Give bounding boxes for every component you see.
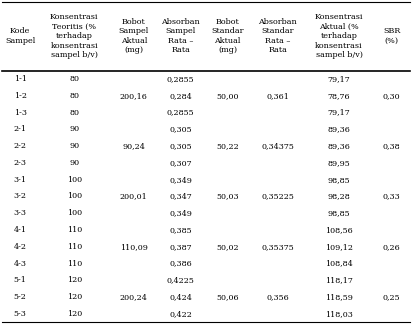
Text: 0,34375: 0,34375 bbox=[261, 142, 294, 150]
Text: 118,17: 118,17 bbox=[325, 276, 353, 284]
Text: 110: 110 bbox=[67, 260, 82, 268]
Text: 80: 80 bbox=[69, 109, 79, 117]
Text: 100: 100 bbox=[67, 209, 82, 217]
Text: 110: 110 bbox=[67, 226, 82, 234]
Text: 2-1: 2-1 bbox=[14, 125, 27, 133]
Text: 90: 90 bbox=[69, 142, 80, 150]
Text: 120: 120 bbox=[67, 310, 82, 318]
Text: 98,85: 98,85 bbox=[328, 176, 350, 184]
Text: 0,284: 0,284 bbox=[169, 92, 192, 100]
Text: 0,347: 0,347 bbox=[169, 192, 192, 201]
Text: 110: 110 bbox=[67, 243, 82, 251]
Text: 0,26: 0,26 bbox=[383, 243, 401, 251]
Text: 98,85: 98,85 bbox=[328, 209, 350, 217]
Text: 80: 80 bbox=[69, 75, 79, 83]
Text: 118,59: 118,59 bbox=[325, 293, 353, 301]
Text: Kode
Sampel: Kode Sampel bbox=[5, 27, 35, 45]
Text: 0,356: 0,356 bbox=[266, 293, 289, 301]
Text: 3-2: 3-2 bbox=[14, 192, 27, 201]
Text: 50,02: 50,02 bbox=[216, 243, 239, 251]
Text: 0,25: 0,25 bbox=[383, 293, 400, 301]
Text: 79,17: 79,17 bbox=[328, 109, 350, 117]
Text: 0,349: 0,349 bbox=[169, 176, 192, 184]
Text: 0,349: 0,349 bbox=[169, 209, 192, 217]
Text: 0,387: 0,387 bbox=[169, 243, 192, 251]
Text: 89,95: 89,95 bbox=[328, 159, 350, 167]
Text: 89,36: 89,36 bbox=[328, 125, 351, 133]
Text: 108,84: 108,84 bbox=[325, 260, 353, 268]
Text: Absorban
Sampel
Rata –
Rata: Absorban Sampel Rata – Rata bbox=[162, 18, 200, 54]
Text: 0,33: 0,33 bbox=[383, 192, 401, 201]
Text: 200,16: 200,16 bbox=[120, 92, 147, 100]
Text: 0,2855: 0,2855 bbox=[167, 75, 194, 83]
Text: 0,35225: 0,35225 bbox=[261, 192, 294, 201]
Text: 0,386: 0,386 bbox=[169, 260, 192, 268]
Text: 90: 90 bbox=[69, 125, 80, 133]
Text: 108,56: 108,56 bbox=[325, 226, 353, 234]
Text: SBR
(%): SBR (%) bbox=[383, 27, 400, 45]
Text: 110,09: 110,09 bbox=[120, 243, 147, 251]
Text: 4-2: 4-2 bbox=[14, 243, 27, 251]
Text: 89,36: 89,36 bbox=[328, 142, 351, 150]
Text: 0,38: 0,38 bbox=[383, 142, 400, 150]
Text: 50,03: 50,03 bbox=[216, 192, 239, 201]
Text: 0,2855: 0,2855 bbox=[167, 109, 194, 117]
Text: 50,22: 50,22 bbox=[216, 142, 239, 150]
Text: 78,76: 78,76 bbox=[328, 92, 350, 100]
Text: 50,00: 50,00 bbox=[216, 92, 239, 100]
Text: 200,01: 200,01 bbox=[120, 192, 147, 201]
Text: 1-2: 1-2 bbox=[14, 92, 27, 100]
Text: 3-3: 3-3 bbox=[14, 209, 27, 217]
Text: 4-3: 4-3 bbox=[14, 260, 27, 268]
Text: 50,06: 50,06 bbox=[216, 293, 239, 301]
Text: 118,03: 118,03 bbox=[325, 310, 353, 318]
Text: 109,12: 109,12 bbox=[325, 243, 353, 251]
Text: 0,35375: 0,35375 bbox=[261, 243, 294, 251]
Text: 5-3: 5-3 bbox=[14, 310, 27, 318]
Text: 1-3: 1-3 bbox=[14, 109, 27, 117]
Text: Bobot
Sampel
Aktual
(mg): Bobot Sampel Aktual (mg) bbox=[119, 18, 149, 54]
Text: 100: 100 bbox=[67, 192, 82, 201]
Text: 90,24: 90,24 bbox=[122, 142, 145, 150]
Text: 0,30: 0,30 bbox=[383, 92, 400, 100]
Text: 0,305: 0,305 bbox=[169, 142, 192, 150]
Text: 120: 120 bbox=[67, 293, 82, 301]
Text: 0,307: 0,307 bbox=[169, 159, 192, 167]
Text: 0,385: 0,385 bbox=[169, 226, 192, 234]
Text: 4-1: 4-1 bbox=[14, 226, 27, 234]
Text: 0,424: 0,424 bbox=[169, 293, 192, 301]
Text: 2-3: 2-3 bbox=[14, 159, 27, 167]
Text: Konsentrasi
Teoritis (%
terhadap
konsentrasi
sampel b/v): Konsentrasi Teoritis (% terhadap konsent… bbox=[50, 13, 98, 59]
Text: 100: 100 bbox=[67, 176, 82, 184]
Text: Bobot
Standar
Aktual
(mg): Bobot Standar Aktual (mg) bbox=[211, 18, 244, 54]
Text: 0,422: 0,422 bbox=[169, 310, 192, 318]
Text: 0,4225: 0,4225 bbox=[167, 276, 194, 284]
Text: 79,17: 79,17 bbox=[328, 75, 350, 83]
Text: 2-2: 2-2 bbox=[14, 142, 27, 150]
Text: 3-1: 3-1 bbox=[14, 176, 27, 184]
Text: 80: 80 bbox=[69, 92, 79, 100]
Text: 1-1: 1-1 bbox=[14, 75, 27, 83]
Text: 120: 120 bbox=[67, 276, 82, 284]
Text: 5-1: 5-1 bbox=[14, 276, 27, 284]
Text: 0,305: 0,305 bbox=[169, 125, 192, 133]
Text: 98,28: 98,28 bbox=[328, 192, 350, 201]
Text: 0,361: 0,361 bbox=[266, 92, 289, 100]
Text: 5-2: 5-2 bbox=[14, 293, 27, 301]
Text: Konsentrasi
Aktual (%
terhadap
konsentrasi
sampel b/v): Konsentrasi Aktual (% terhadap konsentra… bbox=[315, 13, 363, 59]
Text: Absorban
Standar
Rata –
Rata: Absorban Standar Rata – Rata bbox=[258, 18, 297, 54]
Text: 90: 90 bbox=[69, 159, 80, 167]
Text: 200,24: 200,24 bbox=[120, 293, 147, 301]
